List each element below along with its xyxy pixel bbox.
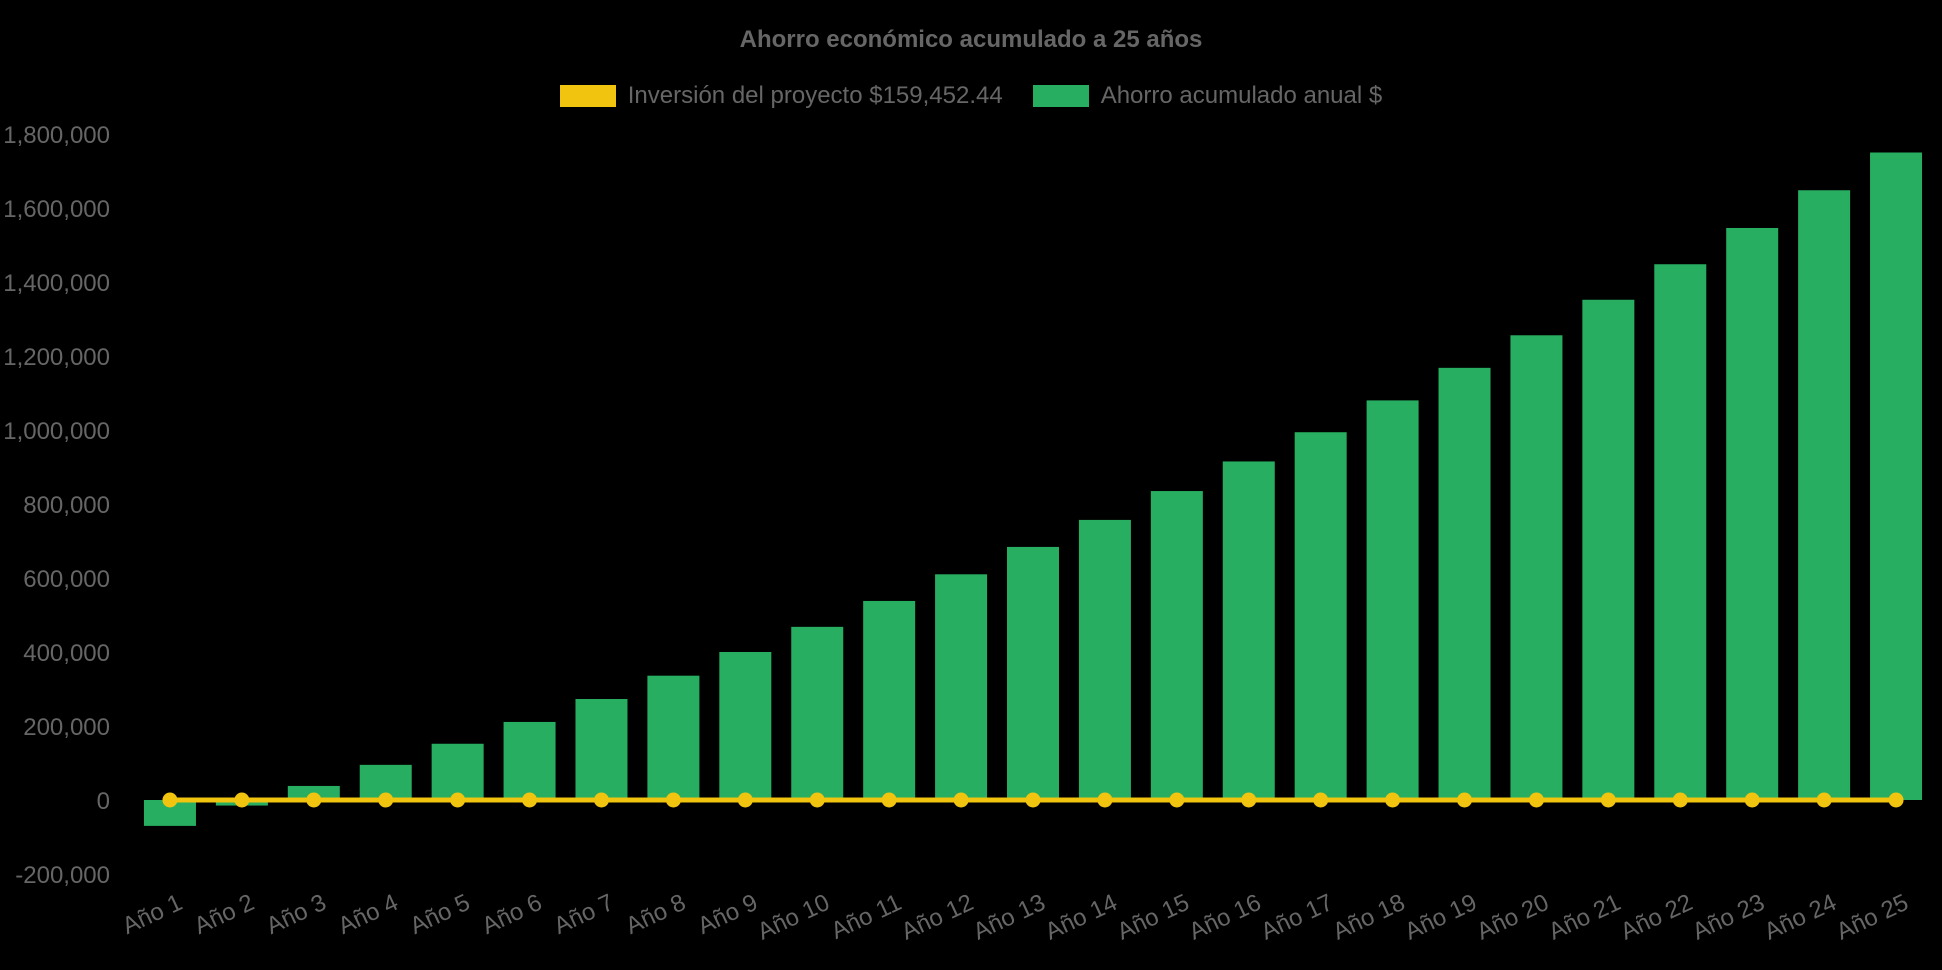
bar-año-22 — [1654, 264, 1707, 800]
y-axis-tick-label: 1,000,000 — [3, 418, 110, 445]
investment-legend-swatch — [559, 85, 616, 107]
x-axis-label-año-2: Año 2 — [190, 889, 258, 940]
bar-año-17 — [1294, 432, 1347, 800]
x-axis-label-año-22: Año 22 — [1616, 889, 1696, 946]
investment-line-point-12 — [953, 792, 969, 808]
bar-año-16 — [1222, 461, 1275, 800]
x-axis-label-año-21: Año 21 — [1545, 889, 1625, 946]
investment-line-point-2 — [234, 792, 250, 808]
bar-año-18 — [1366, 400, 1419, 800]
y-axis-tick-label: 0 — [97, 788, 110, 815]
bar-año-25 — [1870, 152, 1923, 800]
y-axis-tick-label: 200,000 — [23, 714, 110, 741]
savings-legend-label: Ahorro acumulado anual $ — [1100, 82, 1383, 109]
x-axis-label-año-18: Año 18 — [1329, 889, 1409, 946]
investment-line-point-11 — [881, 792, 897, 808]
legend-item-investment[interactable]: Inversión del proyecto $159,452.44 — [559, 82, 1003, 110]
investment-line-point-9 — [737, 792, 753, 808]
bar-año-15 — [1150, 491, 1203, 800]
x-axis-label-año-19: Año 19 — [1401, 889, 1481, 946]
y-axis-tick-label: 1,800,000 — [3, 122, 110, 149]
investment-line-point-22 — [1672, 792, 1688, 808]
savings-legend-swatch — [1032, 85, 1089, 107]
x-axis-label-año-5: Año 5 — [406, 889, 474, 940]
investment-line-point-3 — [306, 792, 322, 808]
bar-año-13 — [1007, 546, 1059, 800]
x-axis-label-año-7: Año 7 — [550, 889, 618, 940]
x-axis-label-año-24: Año 24 — [1760, 889, 1840, 946]
x-axis-label-año-23: Año 23 — [1688, 889, 1768, 946]
chart-title: Ahorro económico acumulado a 25 años — [739, 26, 1203, 53]
y-axis-tick-label: 400,000 — [23, 640, 110, 667]
investment-line-point-15 — [1169, 792, 1185, 808]
x-axis-label-año-3: Año 3 — [262, 889, 330, 940]
bar-año-20 — [1510, 335, 1563, 800]
x-axis-label-año-12: Año 12 — [897, 889, 977, 946]
bar-año-10 — [791, 626, 844, 800]
bar-año-14 — [1078, 519, 1131, 800]
investment-line-point-19 — [1457, 792, 1473, 808]
x-axis-label-año-4: Año 4 — [334, 889, 402, 940]
investment-line-point-13 — [1025, 792, 1041, 808]
bar-año-12 — [935, 574, 988, 800]
investment-line-point-8 — [665, 792, 681, 808]
bar-año-7 — [575, 698, 628, 800]
investment-line-point-5 — [450, 792, 466, 808]
investment-line-point-7 — [593, 792, 609, 808]
investment-line-point-20 — [1528, 792, 1544, 808]
y-axis-tick-label: 600,000 — [23, 566, 110, 593]
investment-line-point-6 — [522, 792, 538, 808]
investment-line-point-24 — [1816, 792, 1832, 808]
investment-line-point-23 — [1744, 792, 1760, 808]
legend-item-savings[interactable]: Ahorro acumulado anual $ — [1032, 82, 1383, 110]
investment-line-point-4 — [378, 792, 394, 808]
y-axis-tick-label: 1,600,000 — [3, 196, 110, 223]
investment-line-point-14 — [1097, 792, 1113, 808]
x-axis-label-año-16: Año 16 — [1185, 889, 1265, 946]
bar-año-21 — [1582, 299, 1635, 800]
y-axis-tick-label: -200,000 — [15, 862, 110, 889]
investment-line-point-16 — [1241, 792, 1257, 808]
x-axis-label-año-1: Año 1 — [118, 889, 186, 940]
bar-año-5 — [431, 743, 484, 800]
bar-año-9 — [719, 652, 772, 800]
investment-line-point-25 — [1888, 792, 1904, 808]
bar-año-23 — [1726, 227, 1779, 801]
x-axis-label-año-10: Año 10 — [753, 889, 833, 946]
x-axis-label-año-15: Año 15 — [1113, 889, 1193, 946]
x-axis-label-año-9: Año 9 — [694, 889, 762, 940]
y-axis-tick-label: 1,200,000 — [3, 344, 110, 371]
investment-line-point-18 — [1385, 792, 1401, 808]
bar-año-19 — [1438, 367, 1491, 800]
x-axis-label-año-6: Año 6 — [478, 889, 546, 940]
x-axis-label-año-25: Año 25 — [1832, 889, 1912, 946]
y-axis-tick-label: 1,400,000 — [3, 270, 110, 297]
x-axis-label-año-13: Año 13 — [969, 889, 1049, 946]
investment-line-point-1 — [162, 792, 178, 808]
bar-año-6 — [503, 721, 556, 800]
chart-legend: Inversión del proyecto $159,452.44 Ahorr… — [0, 82, 1942, 110]
investment-line-point-21 — [1600, 792, 1616, 808]
y-axis-tick-label: 800,000 — [23, 492, 110, 519]
x-axis-label-año-20: Año 20 — [1473, 889, 1553, 946]
bar-año-8 — [647, 675, 700, 800]
investment-line-point-17 — [1313, 792, 1329, 808]
bar-año-11 — [863, 600, 916, 800]
x-axis-label-año-14: Año 14 — [1041, 889, 1121, 946]
investment-legend-label: Inversión del proyecto $159,452.44 — [627, 82, 1003, 109]
investment-line-point-10 — [809, 792, 825, 808]
x-axis-label-año-17: Año 17 — [1257, 889, 1337, 946]
bar-año-24 — [1798, 190, 1851, 801]
x-axis-label-año-11: Año 11 — [827, 889, 906, 945]
x-axis-label-año-8: Año 8 — [622, 889, 690, 940]
